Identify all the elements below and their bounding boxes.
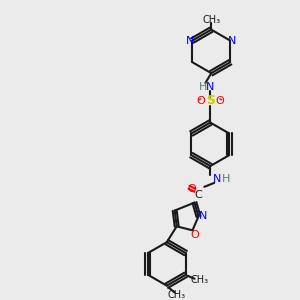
Text: CH₃: CH₃ [202, 15, 220, 25]
Text: O: O [196, 96, 205, 106]
Text: N: N [206, 82, 214, 92]
Text: N: N [213, 174, 221, 184]
Text: C: C [195, 190, 202, 200]
Text: H: H [222, 174, 230, 184]
Text: O: O [190, 230, 199, 240]
Text: N: N [186, 35, 195, 46]
Text: O: O [187, 184, 196, 194]
Text: N: N [199, 212, 208, 221]
Text: CH₃: CH₃ [168, 290, 186, 300]
Text: O: O [216, 96, 225, 106]
Text: H: H [199, 82, 208, 92]
Text: CH₃: CH₃ [190, 275, 208, 285]
Text: N: N [228, 35, 236, 46]
Text: S: S [206, 94, 215, 107]
